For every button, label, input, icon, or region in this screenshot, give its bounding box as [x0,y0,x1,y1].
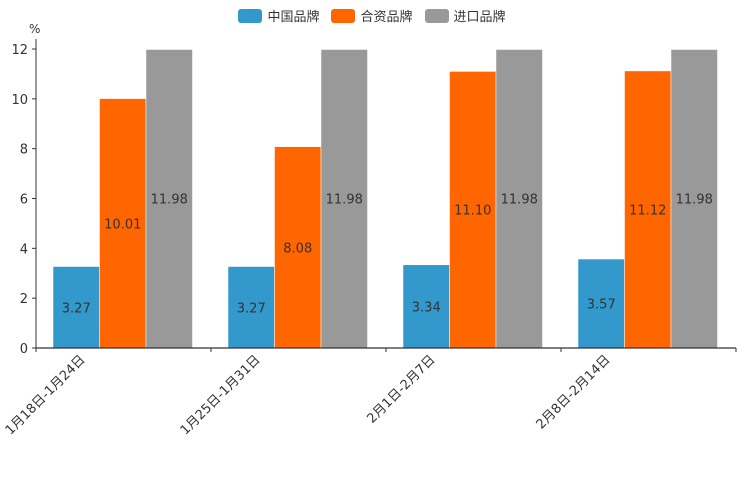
y-tick-label: 8 [20,143,28,158]
bar-value-label: 3.27 [62,301,91,316]
bar-2-2 [495,49,543,349]
legend-swatch-china-brand [238,8,263,23]
bar-1-2 [449,71,497,349]
bar-1-1 [274,146,322,349]
legend-label-joint-venture-brand: 合资品牌 [360,10,413,25]
bar-value-label: 11.10 [454,204,491,219]
legend-label-china-brand: 中国品牌 [267,10,320,25]
bar-value-label: 3.57 [587,298,616,313]
y-tick-label: 2 [20,292,28,307]
bar-value-label: 11.12 [629,203,666,218]
bar-2-1 [320,49,368,349]
y-axis-unit: % [29,22,41,36]
bar-0-2 [402,264,450,349]
bar-1-0 [99,98,147,349]
legend-label-imported-brand: 进口品牌 [453,10,506,25]
y-tick-label: 0 [20,342,28,357]
bar-value-label: 8.08 [283,241,312,256]
legend-item-imported-brand[interactable]: 进口品牌 [424,6,506,25]
legend-swatch-joint-venture-brand [331,8,356,23]
bar-1-3 [624,70,672,349]
legend-swatch-imported-brand [424,8,449,23]
x-tick-label: 2月8日-2月14日 [534,352,614,432]
legend: 中国品牌 合资品牌 进口品牌 [0,6,744,25]
bar-value-label: 11.98 [676,193,713,208]
bar-value-label: 10.01 [104,217,141,232]
bar-value-label: 3.27 [237,301,266,316]
legend-item-joint-venture-brand[interactable]: 合资品牌 [331,6,413,25]
y-tick-label: 10 [11,93,28,108]
y-tick-label: 6 [20,193,28,208]
bar-0-1 [227,266,275,349]
y-tick-label: 4 [20,242,28,257]
x-tick-label: 1月25日-1月31日 [178,352,264,438]
x-tick-label: 2月1日-2月7日 [364,352,438,426]
bar-0-3 [577,258,625,349]
legend-item-china-brand[interactable]: 中国品牌 [238,6,319,25]
bar-value-label: 11.98 [151,193,188,208]
bar-value-label: 11.98 [501,193,538,208]
bar-2-0 [145,49,193,349]
x-tick-label: 1月18日-1月24日 [3,352,89,438]
bar-value-label: 3.34 [412,300,441,315]
bar-value-label: 11.98 [326,193,363,208]
y-tick-label: 12 [11,43,28,58]
